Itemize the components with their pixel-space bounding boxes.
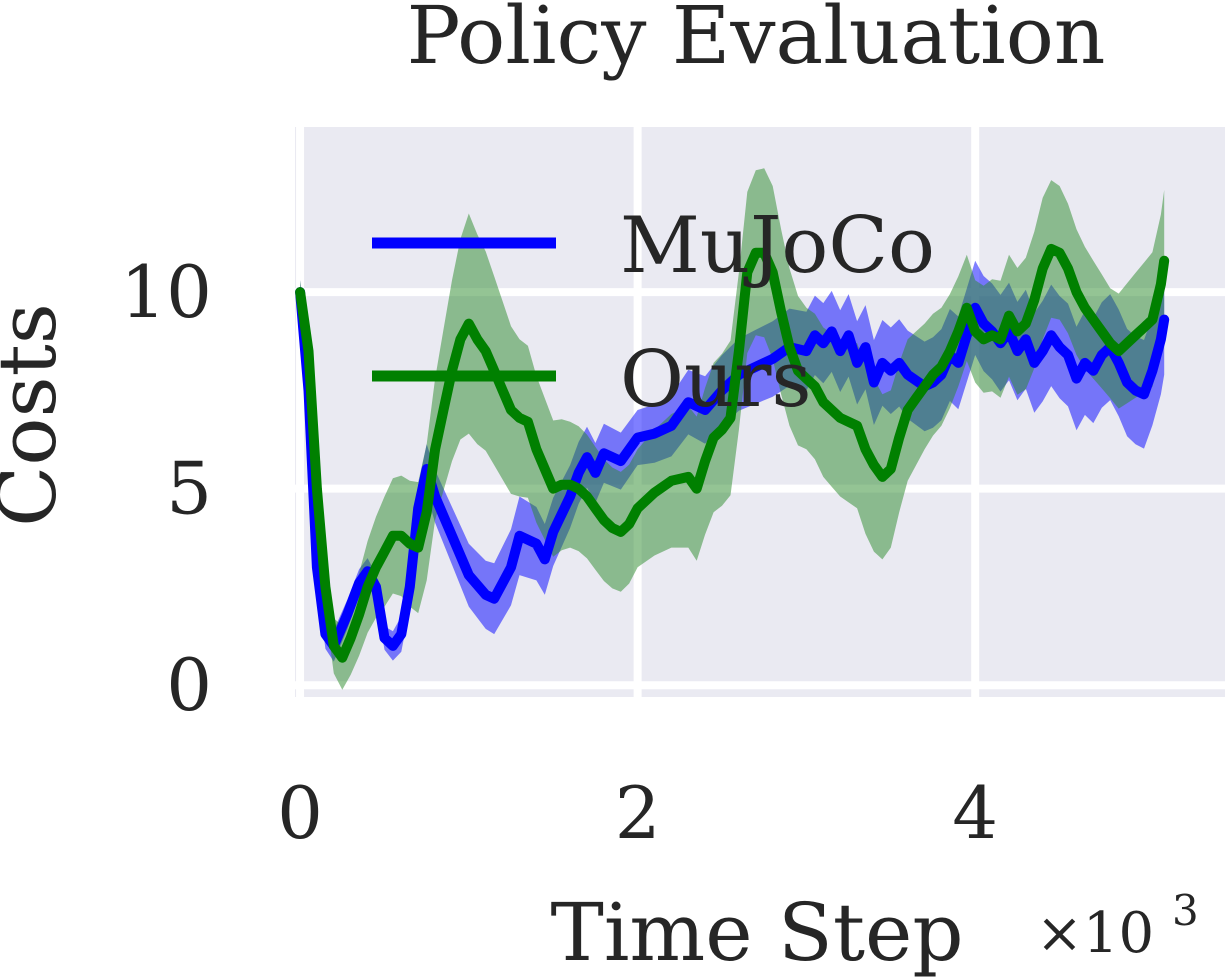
y-tick-labels: 0 5 10: [120, 250, 212, 727]
y-axis-label: Costs: [0, 303, 74, 527]
series-lines: [295, 243, 1170, 663]
x-tick-label: 0: [277, 771, 323, 855]
series-line-ours: [295, 243, 1170, 663]
x-axis-multiplier-exponent: 3: [1172, 886, 1199, 935]
chart-title: Policy Evaluation: [407, 0, 1106, 82]
band-ours: [300, 168, 1165, 690]
x-axis-multiplier: ×10 3: [1036, 886, 1199, 966]
x-axis-label: Time Step: [550, 886, 963, 978]
series-line-mujoco: [295, 287, 1170, 651]
y-tick-label: 0: [166, 643, 212, 727]
legend: MuJoCo Ours: [372, 201, 935, 425]
x-tick-label: 2: [615, 771, 661, 855]
x-axis-multiplier-base: ×10: [1036, 901, 1154, 966]
y-tick-label: 10: [120, 250, 212, 334]
y-tick-label: 5: [166, 447, 212, 531]
legend-label-ours: Ours: [620, 335, 812, 425]
x-tick-labels: 0 2 4: [277, 771, 998, 855]
legend-label-mujoco: MuJoCo: [620, 201, 935, 291]
x-tick-label: 4: [952, 771, 998, 855]
